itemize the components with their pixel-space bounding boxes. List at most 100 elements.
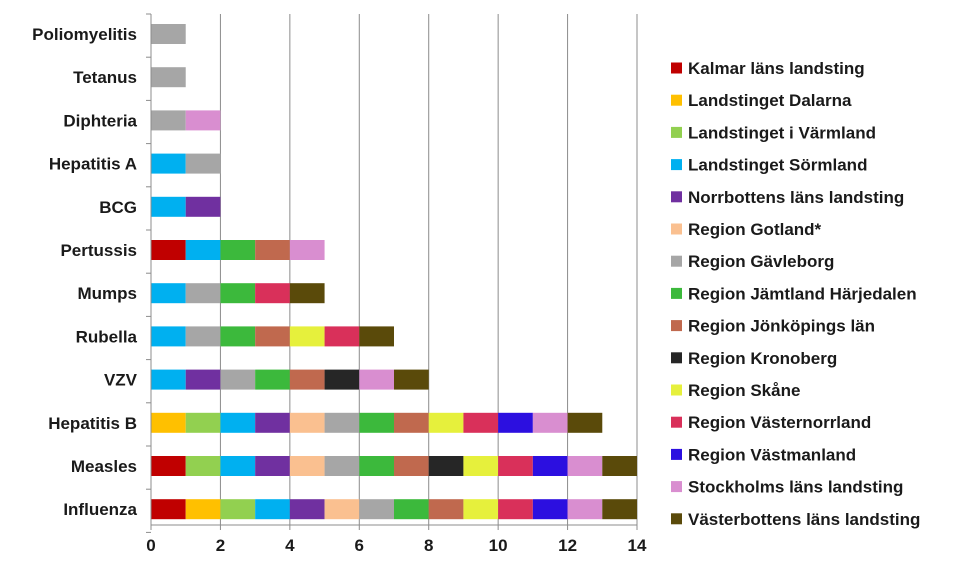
bar-segment <box>185 196 221 217</box>
legend-item[interactable]: Stockholms läns landsting <box>671 478 903 497</box>
bar-segment <box>428 412 464 433</box>
category-label: Mumps <box>78 284 138 303</box>
legend-swatch <box>671 416 682 428</box>
legend-swatch <box>671 287 682 299</box>
bar-segment <box>220 240 256 260</box>
bar-segment <box>151 326 186 347</box>
bar-segment <box>324 369 360 390</box>
legend-swatch <box>671 352 682 364</box>
legend-label: Region Västmanland <box>688 445 856 464</box>
bar-segment <box>394 369 429 390</box>
legend-swatch <box>671 223 682 235</box>
x-tick-label: 10 <box>489 536 508 555</box>
bar-segment <box>151 153 186 174</box>
legend[interactable]: Kalmar läns landsting Landstinget Dalarna… <box>671 59 920 529</box>
legend-swatch <box>671 126 682 138</box>
bar-segment <box>255 456 290 476</box>
legend-item[interactable]: Kalmar läns landsting <box>671 59 865 78</box>
bar-segment <box>567 412 603 433</box>
axes <box>146 13 638 533</box>
category-label: Pertussis <box>60 241 137 260</box>
x-tick-label: 8 <box>424 536 433 555</box>
bar-segment <box>324 412 360 433</box>
legend-item[interactable]: Region Jämtland Härjedalen <box>671 284 917 303</box>
legend-swatch <box>671 255 682 267</box>
legend-swatch <box>671 513 682 525</box>
bar-segment <box>151 67 186 88</box>
bar-segment <box>289 240 325 260</box>
bar-segment <box>220 412 256 433</box>
category-label: BCG <box>99 198 137 217</box>
legend-item[interactable]: Landstinget Sörmland <box>671 156 867 175</box>
bar-segment <box>185 369 221 390</box>
bar-segment <box>185 110 221 131</box>
bars <box>151 24 637 520</box>
category-label: Measles <box>71 457 137 476</box>
legend-item[interactable]: Norrbottens läns landsting <box>671 188 904 207</box>
bar-segment <box>289 412 325 433</box>
legend-label: Norrbottens läns landsting <box>688 188 904 207</box>
bar-segment <box>289 326 325 347</box>
legend-item[interactable]: Västerbottens läns landsting <box>671 510 920 529</box>
x-tick-labels: 0 2 4 6 8 10 12 14 <box>146 536 647 555</box>
legend-label: Region Jönköpings län <box>688 317 875 336</box>
bar-segment <box>532 412 568 433</box>
x-tick-label: 6 <box>355 536 364 555</box>
bar-segment <box>324 326 360 347</box>
bar-segment <box>220 456 256 476</box>
legend-item[interactable]: Region Västernorrland <box>671 413 871 432</box>
legend-label: Stockholms läns landsting <box>688 478 903 497</box>
bar-segment <box>359 369 394 390</box>
bar-segment <box>324 456 360 476</box>
legend-swatch <box>671 159 682 171</box>
category-label: Poliomyelitis <box>32 25 137 44</box>
legend-item[interactable]: Landstinget i Värmland <box>671 123 876 142</box>
bar-segment <box>498 456 533 476</box>
x-tick-label: 2 <box>216 536 225 555</box>
legend-swatch <box>671 62 682 74</box>
bar-segment <box>151 283 186 304</box>
legend-item[interactable]: Region Gotland* <box>671 220 822 239</box>
category-labels: Poliomyelitis Tetanus Diphteria Hepatitis A… <box>32 25 138 519</box>
bar-segment <box>359 326 394 347</box>
x-tick-label: 0 <box>146 536 155 555</box>
legend-item[interactable]: Region Västmanland <box>671 445 856 464</box>
bar-segment <box>151 24 186 44</box>
bar-segment <box>255 412 290 433</box>
bar-segment <box>359 456 394 476</box>
bar-segment <box>255 369 290 390</box>
legend-item[interactable]: Region Kronoberg <box>671 349 837 368</box>
bar-segment <box>185 326 221 347</box>
bar-segment <box>289 499 325 520</box>
legend-item[interactable]: Landstinget Dalarna <box>671 91 852 110</box>
bar-segment <box>151 456 186 476</box>
legend-label: Landstinget Sörmland <box>688 156 867 175</box>
bar-segment <box>567 499 603 520</box>
legend-item[interactable]: Region Gävleborg <box>671 252 834 271</box>
bar-segment <box>532 499 568 520</box>
x-tick-label: 4 <box>285 536 295 555</box>
bar-segment <box>289 456 325 476</box>
bar-segment <box>255 326 290 347</box>
legend-item[interactable]: Region Skåne <box>671 381 800 400</box>
bar-segment <box>151 240 186 260</box>
bar-segment <box>463 456 499 476</box>
bar-segment <box>394 412 429 433</box>
bar-segment <box>498 412 533 433</box>
bar-segment <box>359 499 394 520</box>
bar-segment <box>463 412 499 433</box>
legend-label: Västerbottens läns landsting <box>688 510 920 529</box>
bar-segment <box>289 369 325 390</box>
category-label: Influenza <box>63 500 137 519</box>
bar-segment <box>185 412 221 433</box>
legend-swatch <box>671 384 682 396</box>
bar-segment <box>185 499 221 520</box>
bar-segment <box>220 369 256 390</box>
legend-label: Region Kronoberg <box>688 349 837 368</box>
bar-segment <box>255 283 290 304</box>
legend-item[interactable]: Region Jönköpings län <box>671 317 875 336</box>
x-tick-label: 14 <box>628 536 647 555</box>
bar-segment <box>567 456 603 476</box>
